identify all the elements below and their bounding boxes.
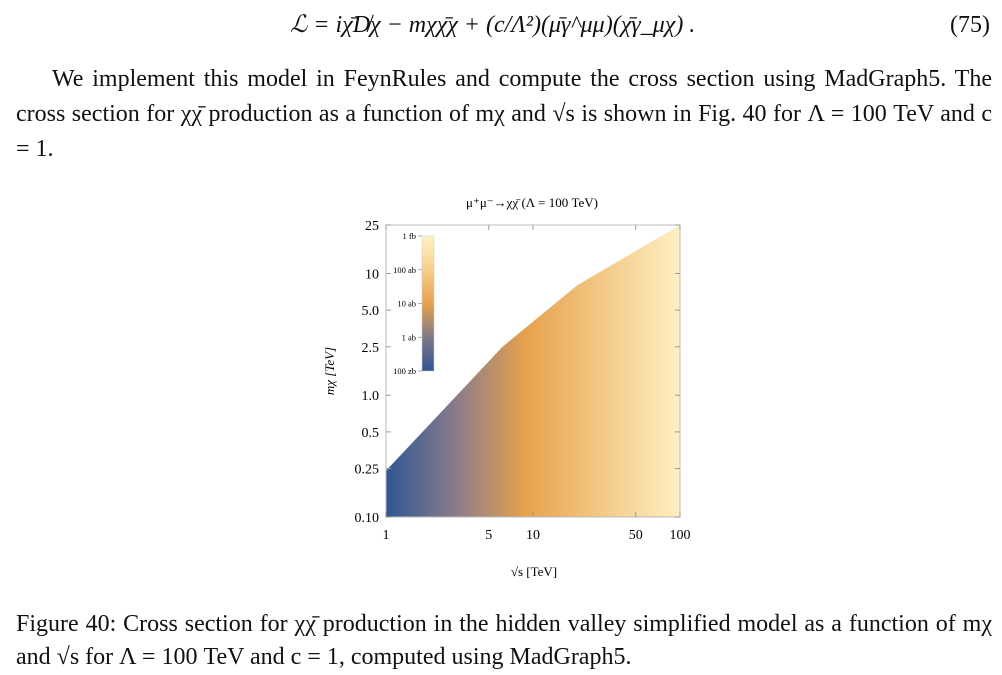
y-tick-label: 5.0 — [362, 304, 380, 319]
colorbar — [421, 235, 435, 372]
heatmap-region — [386, 225, 680, 517]
y-tick-label: 25 — [365, 219, 379, 234]
figure-40: μ⁺μ⁻→χχ̄ (Λ = 100 TeV) mχ [TeV] √s [TeV]… — [300, 188, 710, 588]
y-tick-label: 10 — [365, 267, 379, 282]
x-tick-label: 100 — [670, 528, 691, 543]
y-tick-label: 1.0 — [362, 389, 380, 404]
body-paragraph: We implement this model in FeynRules and… — [16, 62, 992, 167]
y-tick-label: 2.5 — [362, 341, 380, 356]
equation-block: ℒ = iχ̄D̸χ − mχχ̄χ + (c/Λ²)(μ̄γ^μμ)(χ̄γ_… — [0, 0, 1002, 60]
x-tick-label: 50 — [629, 528, 643, 543]
colorbar-label: 1 ab — [402, 332, 416, 342]
figure-caption: Figure 40: Cross section for χχ̄ product… — [16, 611, 992, 670]
chart-title: μ⁺μ⁻→χχ̄ (Λ = 100 TeV) — [466, 195, 598, 210]
x-tick-label: 5 — [485, 528, 492, 543]
cross-section-heatmap: μ⁺μ⁻→χχ̄ (Λ = 100 TeV) mχ [TeV] √s [TeV]… — [322, 195, 691, 579]
y-axis-label: mχ [TeV] — [322, 347, 337, 395]
y-tick-label: 0.10 — [355, 511, 380, 526]
x-axis-label: √s [TeV] — [511, 564, 557, 579]
y-tick-label: 0.5 — [362, 426, 380, 441]
x-tick-label: 10 — [526, 528, 540, 543]
colorbar-label: 10 ab — [397, 299, 416, 309]
colorbar-label: 100 ab — [393, 265, 416, 275]
paragraph-text: We implement this model in FeynRules and… — [16, 66, 992, 162]
lagrangian-equation: ℒ = iχ̄D̸χ − mχχ̄χ + (c/Λ²)(μ̄γ^μμ)(χ̄γ_… — [290, 12, 696, 38]
equation-number: (75) — [950, 12, 990, 38]
colorbar-label: 1 fb — [403, 231, 416, 241]
x-tick-label: 1 — [383, 528, 390, 543]
y-tick-label: 0.25 — [355, 463, 380, 478]
colorbar-label: 100 zb — [393, 366, 416, 376]
